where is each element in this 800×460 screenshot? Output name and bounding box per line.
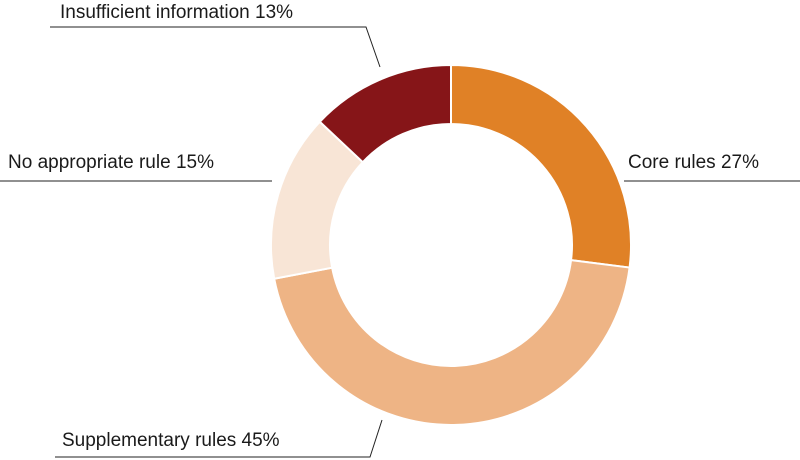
slice-supplementary-rules — [273, 259, 631, 426]
donut-slices — [270, 63, 632, 426]
leader-line-insufficient-information — [50, 26, 381, 68]
leader-line-supplementary-rules — [55, 419, 383, 458]
slice-core-rules — [450, 63, 632, 269]
slice-insufficient-information — [318, 63, 452, 164]
label-insufficient-information: Insufficient information 13% — [60, 2, 293, 23]
label-no-appropriate-rule: No appropriate rule 15% — [8, 152, 214, 173]
label-core-rules: Core rules 27% — [628, 152, 759, 173]
label-supplementary-rules: Supplementary rules 45% — [62, 430, 280, 451]
